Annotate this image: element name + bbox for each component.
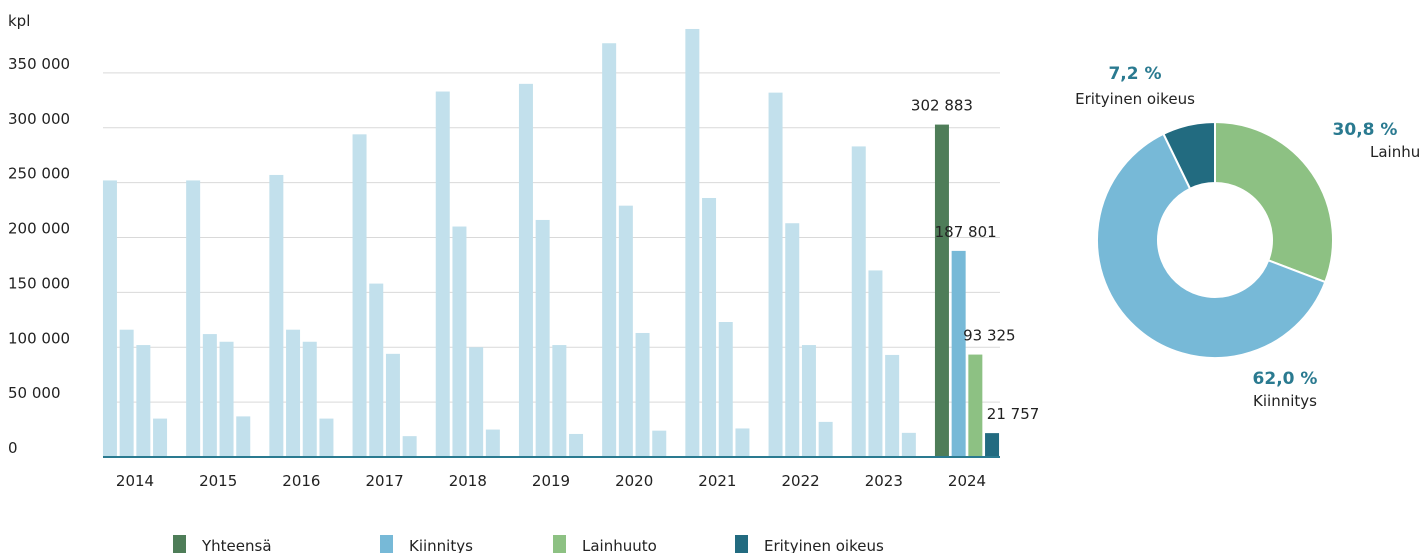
bar bbox=[269, 174, 284, 457]
bar bbox=[652, 430, 667, 457]
bar bbox=[718, 322, 733, 457]
y-tick-label: 300 000 bbox=[8, 110, 70, 128]
bar bbox=[385, 353, 400, 457]
slice-value-label: 62,0 % bbox=[1253, 369, 1318, 389]
bar bbox=[369, 283, 384, 457]
x-tick-label: 2022 bbox=[782, 472, 820, 490]
bar bbox=[302, 341, 317, 457]
bar bbox=[901, 432, 916, 457]
bar bbox=[102, 180, 117, 457]
bar bbox=[186, 180, 201, 457]
bar bbox=[518, 83, 533, 457]
donut-slice bbox=[1214, 120, 1334, 284]
x-tick-label: 2015 bbox=[199, 472, 237, 490]
bar bbox=[934, 124, 949, 457]
slice-label: Kiinnitys bbox=[1253, 392, 1317, 410]
donut-slice bbox=[1162, 120, 1216, 191]
x-tick-label: 2024 bbox=[948, 472, 986, 490]
slice-label: Erityinen oikeus bbox=[1075, 90, 1195, 108]
bar bbox=[219, 341, 234, 457]
bar bbox=[685, 28, 700, 457]
donut-slice bbox=[1096, 132, 1327, 359]
bar bbox=[702, 197, 717, 458]
slice-label: Lainhuuto bbox=[1370, 143, 1419, 161]
bar bbox=[618, 205, 633, 457]
legend-label: Yhteensä bbox=[201, 537, 272, 553]
bar bbox=[119, 329, 134, 457]
legend-swatch bbox=[173, 535, 186, 553]
value-label: 21 757 bbox=[987, 405, 1040, 423]
legend-label: Erityinen oikeus bbox=[764, 537, 884, 553]
y-axis-label: kpl bbox=[8, 12, 30, 30]
x-tick-label: 2018 bbox=[449, 472, 487, 490]
y-tick-label: 50 000 bbox=[8, 384, 61, 402]
bar bbox=[236, 416, 251, 457]
x-tick-label: 2021 bbox=[698, 472, 736, 490]
bar bbox=[851, 146, 866, 457]
bar bbox=[885, 354, 900, 457]
bar bbox=[768, 92, 783, 457]
bar bbox=[319, 418, 334, 457]
x-tick-label: 2020 bbox=[615, 472, 653, 490]
bar bbox=[485, 429, 500, 457]
y-tick-label: 350 000 bbox=[8, 55, 70, 73]
bar bbox=[352, 134, 367, 457]
x-tick-label: 2014 bbox=[116, 472, 154, 490]
y-tick-label: 150 000 bbox=[8, 274, 70, 292]
bar bbox=[951, 250, 966, 457]
legend-label: Kiinnitys bbox=[409, 537, 473, 553]
slice-value-label: 7,2 % bbox=[1108, 64, 1161, 84]
bar bbox=[569, 433, 584, 457]
slice-value-label: 30,8 % bbox=[1333, 120, 1398, 140]
legend-label: Lainhuuto bbox=[582, 537, 657, 553]
bar bbox=[552, 345, 567, 457]
y-tick-label: 0 bbox=[8, 439, 18, 457]
value-label: 93 325 bbox=[963, 327, 1016, 345]
bar bbox=[286, 329, 301, 457]
bar bbox=[535, 219, 550, 457]
bar bbox=[968, 354, 983, 457]
bar bbox=[868, 270, 883, 457]
bar bbox=[635, 332, 650, 457]
y-tick-label: 250 000 bbox=[8, 165, 70, 183]
bar bbox=[818, 421, 833, 457]
bar bbox=[801, 345, 816, 457]
x-tick-label: 2017 bbox=[366, 472, 404, 490]
legend-swatch bbox=[553, 535, 566, 553]
legend-swatch bbox=[380, 535, 393, 553]
bar bbox=[602, 43, 617, 458]
bar bbox=[785, 223, 800, 457]
value-label: 302 883 bbox=[911, 97, 973, 115]
y-tick-label: 100 000 bbox=[8, 329, 70, 347]
bar bbox=[435, 91, 450, 457]
bar bbox=[202, 334, 217, 457]
x-tick-label: 2019 bbox=[532, 472, 570, 490]
bar bbox=[136, 345, 151, 457]
bar bbox=[469, 347, 484, 457]
legend-swatch bbox=[735, 535, 748, 553]
x-tick-label: 2016 bbox=[282, 472, 320, 490]
y-tick-label: 200 000 bbox=[8, 220, 70, 238]
bar bbox=[452, 226, 467, 457]
bar bbox=[402, 436, 417, 457]
bar bbox=[985, 433, 1000, 457]
value-label: 187 801 bbox=[935, 223, 997, 241]
bar bbox=[153, 418, 168, 457]
x-tick-label: 2023 bbox=[865, 472, 903, 490]
bar bbox=[735, 428, 750, 457]
